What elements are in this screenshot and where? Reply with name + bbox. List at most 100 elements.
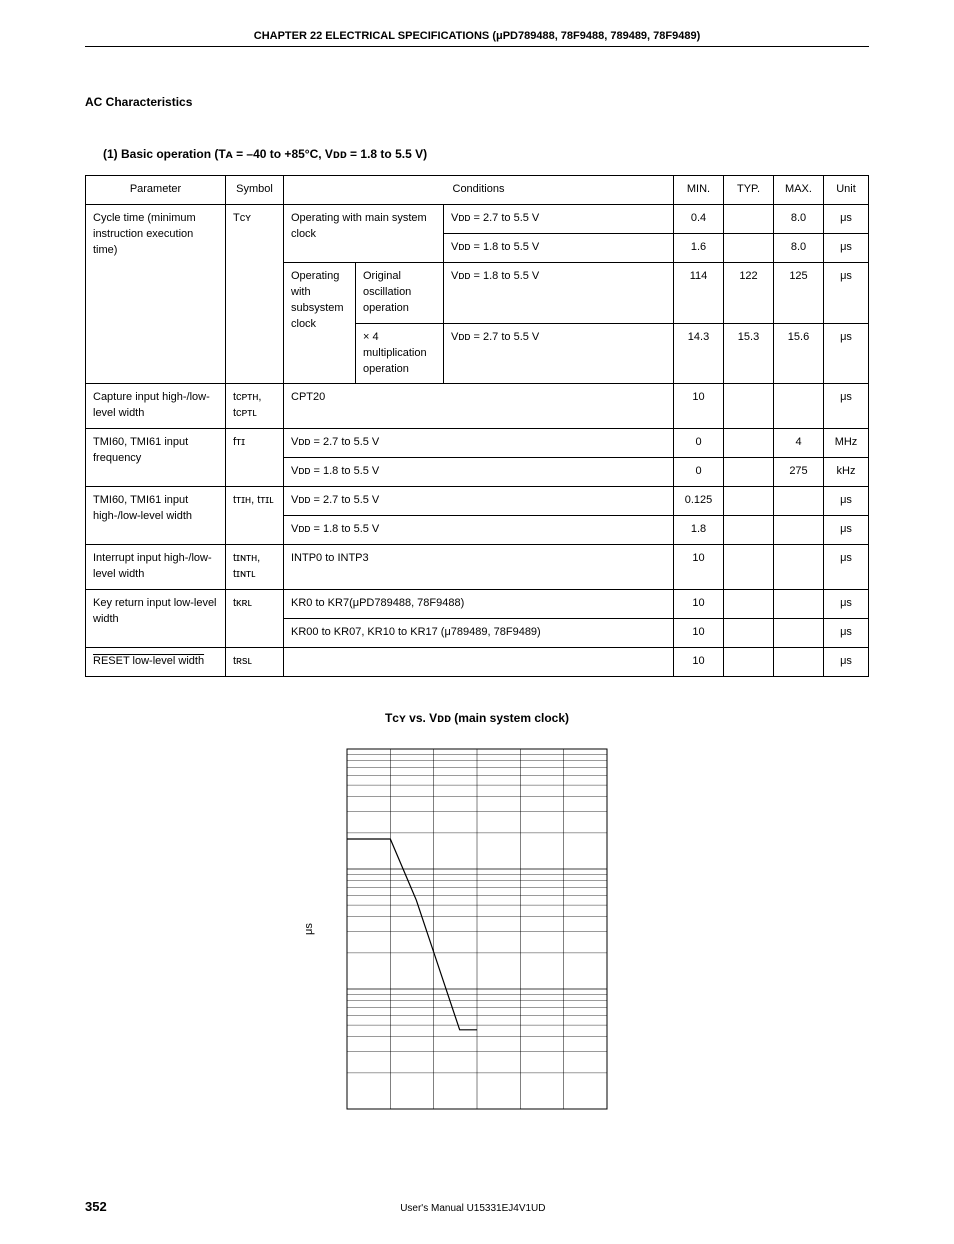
cell-typ (724, 487, 774, 516)
cell-min: 1.6 (674, 233, 724, 262)
chart-y-axis-label: μs (303, 923, 315, 935)
table-row: Interrupt input high-/low-level width tɪ… (86, 545, 869, 590)
cell-typ (724, 516, 774, 545)
table-row: TMI60, TMI61 input high-/low-level width… (86, 487, 869, 516)
cell-unit: μs (824, 487, 869, 516)
cell-param: Capture input high-/low-level width (86, 384, 226, 429)
footer-text: User's Manual U15331EJ4V1UD (400, 1203, 545, 1214)
cell-typ (724, 458, 774, 487)
spec-table: Parameter Symbol Conditions MIN. TYP. MA… (85, 175, 869, 677)
cell-max: 125 (774, 262, 824, 323)
cell-unit: μs (824, 589, 869, 618)
cell-unit: μs (824, 384, 869, 429)
cell-unit: μs (824, 545, 869, 590)
cell-cond: INTP0 to INTP3 (284, 545, 674, 590)
cell-min: 14.3 (674, 323, 724, 384)
cell-typ (724, 589, 774, 618)
cell-typ (724, 545, 774, 590)
cell-cond: × 4 multiplication operation (356, 323, 444, 384)
cell-max (774, 545, 824, 590)
cell-max: 8.0 (774, 233, 824, 262)
subsection-title: (1) Basic operation (Tᴀ = –40 to +85°C, … (103, 147, 869, 161)
cell-min: 10 (674, 384, 724, 429)
table-row: RESET low-level width tʀsʟ 10 μs (86, 647, 869, 676)
cell-typ (724, 233, 774, 262)
cell-unit: kHz (824, 458, 869, 487)
cell-min: 0.4 (674, 204, 724, 233)
cell-min: 0.125 (674, 487, 724, 516)
cell-cond: CPT20 (284, 384, 674, 429)
cell-max: 4 (774, 429, 824, 458)
cell-min: 10 (674, 647, 724, 676)
cell-cond: KR00 to KR07, KR10 to KR17 (μ789489, 78F… (284, 618, 674, 647)
cell-typ: 122 (724, 262, 774, 323)
cell-cond: Vᴅᴅ = 2.7 to 5.5 V (444, 204, 674, 233)
th-typ: TYP. (724, 176, 774, 205)
th-unit: Unit (824, 176, 869, 205)
chart: μs (85, 739, 869, 1119)
footer: 352 User's Manual U15331EJ4V1UD (85, 1199, 869, 1214)
cell-max (774, 618, 824, 647)
cell-min: 1.8 (674, 516, 724, 545)
th-min: MIN. (674, 176, 724, 205)
chart-svg (337, 739, 617, 1119)
cell-cond: Vᴅᴅ = 1.8 to 5.5 V (444, 262, 674, 323)
th-max: MAX. (774, 176, 824, 205)
cell-unit: μs (824, 204, 869, 233)
cell-min: 10 (674, 589, 724, 618)
cell-unit: μs (824, 233, 869, 262)
cell-param: Interrupt input high-/low-level width (86, 545, 226, 590)
cell-cond: Vᴅᴅ = 2.7 to 5.5 V (284, 487, 674, 516)
cell-cond: Operating with subsystem clock (284, 262, 356, 384)
cell-symbol: tᴋʀʟ (226, 589, 284, 647)
cell-typ (724, 647, 774, 676)
cell-typ: 15.3 (724, 323, 774, 384)
cell-param: RESET low-level width (86, 647, 226, 676)
cell-symbol: tᴄᴘᴛʜ, tᴄᴘᴛʟ (226, 384, 284, 429)
page-number: 352 (85, 1199, 107, 1214)
cell-symbol: tɪɴᴛʜ, tɪɴᴛʟ (226, 545, 284, 590)
cell-min: 10 (674, 618, 724, 647)
th-symbol: Symbol (226, 176, 284, 205)
cell-param: TMI60, TMI61 input frequency (86, 429, 226, 487)
cell-cond: Original oscillation operation (356, 262, 444, 323)
cell-min: 10 (674, 545, 724, 590)
cell-unit: MHz (824, 429, 869, 458)
cell-unit: μs (824, 516, 869, 545)
cell-param: Cycle time (minimum instruction executio… (86, 204, 226, 384)
cell-min: 0 (674, 458, 724, 487)
cell-min: 0 (674, 429, 724, 458)
cell-param: Key return input low-level width (86, 589, 226, 647)
cell-cond: KR0 to KR7(μPD789488, 78F9488) (284, 589, 674, 618)
cell-unit: μs (824, 647, 869, 676)
cell-symbol: tᴛɪʜ, tᴛɪʟ (226, 487, 284, 545)
cell-symbol: fᴛɪ (226, 429, 284, 487)
cell-cond: Vᴅᴅ = 1.8 to 5.5 V (284, 516, 674, 545)
cell-unit: μs (824, 618, 869, 647)
cell-cond: Vᴅᴅ = 1.8 to 5.5 V (444, 233, 674, 262)
cell-unit: μs (824, 262, 869, 323)
cell-max: 15.6 (774, 323, 824, 384)
cell-max (774, 647, 824, 676)
cell-cond: Operating with main system clock (284, 204, 444, 262)
cell-max: 8.0 (774, 204, 824, 233)
th-parameter: Parameter (86, 176, 226, 205)
cell-max (774, 589, 824, 618)
cell-cond: Vᴅᴅ = 1.8 to 5.5 V (284, 458, 674, 487)
table-row: TMI60, TMI61 input frequency fᴛɪ Vᴅᴅ = 2… (86, 429, 869, 458)
cell-cond: Vᴅᴅ = 2.7 to 5.5 V (444, 323, 674, 384)
cell-typ (724, 618, 774, 647)
table-row: Key return input low-level width tᴋʀʟ KR… (86, 589, 869, 618)
cell-cond: Vᴅᴅ = 2.7 to 5.5 V (284, 429, 674, 458)
cell-symbol: tʀsʟ (226, 647, 284, 676)
cell-param: TMI60, TMI61 input high-/low-level width (86, 487, 226, 545)
cell-typ (724, 384, 774, 429)
cell-min: 114 (674, 262, 724, 323)
table-row: Capture input high-/low-level width tᴄᴘᴛ… (86, 384, 869, 429)
cell-max (774, 487, 824, 516)
th-conditions: Conditions (284, 176, 674, 205)
cell-symbol: Tᴄʏ (226, 204, 284, 384)
cell-unit: μs (824, 323, 869, 384)
cell-max: 275 (774, 458, 824, 487)
cell-cond (284, 647, 674, 676)
